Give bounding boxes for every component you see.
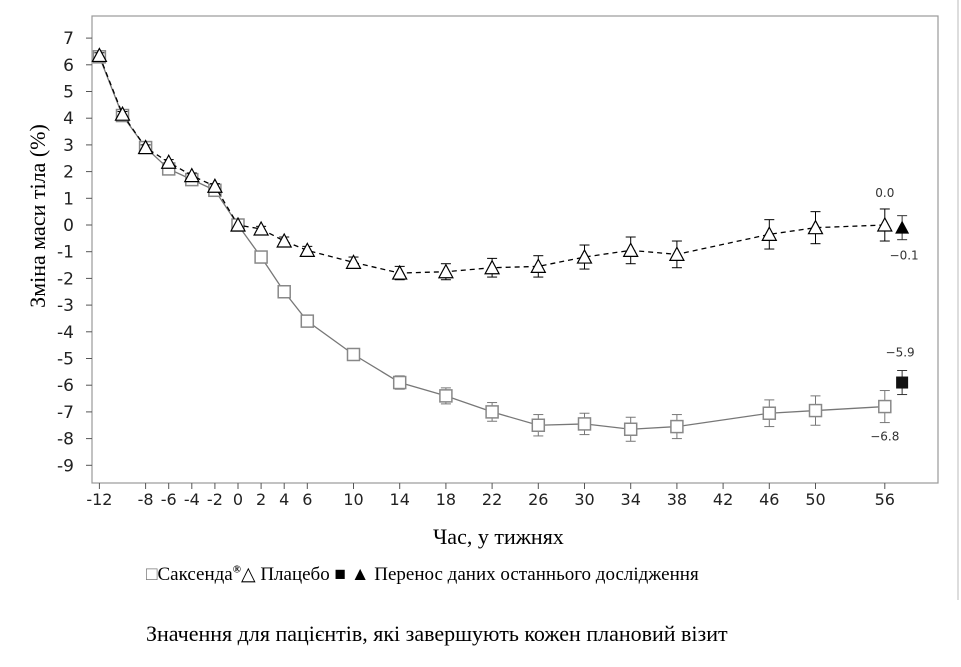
y-tick-label: -5 [57, 350, 74, 370]
x-tick-label: 14 [390, 490, 410, 509]
triangle-marker [299, 242, 316, 257]
legend-placebo: Плацебо [260, 564, 330, 585]
plot-frame [91, 15, 939, 484]
y-tick-label: -2 [57, 269, 74, 289]
x-tick-label: 34 [621, 490, 641, 509]
x-tick-label: -12 [86, 490, 112, 509]
y-tick-label: 7 [63, 29, 74, 49]
y-tick-label: 1 [63, 189, 74, 209]
x-tick-label: -6 [161, 490, 177, 509]
triangle-marker [391, 264, 408, 280]
square-marker [577, 417, 592, 431]
square-marker [670, 419, 684, 434]
triangle-marker [876, 216, 893, 232]
triangle-marker [345, 254, 362, 269]
square-marker [346, 347, 361, 362]
triangle-marker [114, 105, 131, 121]
y-tick-label: -4 [57, 323, 74, 343]
square-marker [878, 399, 892, 414]
y-tick-label: -6 [57, 376, 74, 396]
x-tick-label: 50 [805, 490, 825, 509]
series-1 [91, 47, 893, 281]
x-tick-label: 6 [302, 490, 312, 509]
x-tick-label: 38 [667, 490, 687, 509]
square-marker [439, 389, 453, 403]
x-tick-label: 4 [279, 490, 289, 509]
square-marker [300, 314, 315, 328]
square-marker [392, 375, 407, 390]
x-tick-label: 30 [574, 490, 594, 509]
legend-locf: Перенос даних останнього дослідження [374, 564, 699, 585]
triangle-marker [576, 248, 593, 264]
y-tick-label: 2 [63, 163, 74, 183]
x-tick-label: 18 [436, 490, 456, 509]
triangle-marker [276, 232, 293, 248]
x-tick-label: -4 [184, 490, 200, 509]
data-label: −0.1 [890, 249, 919, 263]
data-label: −5.9 [886, 346, 915, 360]
locf-point [896, 370, 909, 396]
legend: □Саксенда®△ Плацебо ■ ▲ Перенос даних ос… [146, 563, 699, 586]
filled-triangle-marker [895, 220, 910, 234]
y-tick-label: 3 [63, 136, 74, 156]
triangle-marker [91, 47, 108, 63]
x-tick-label: -2 [207, 490, 223, 509]
triangle-marker [437, 263, 454, 279]
y-tick-label: 0 [63, 216, 74, 236]
triangle-marker [668, 246, 685, 261]
triangle-marker [622, 242, 639, 257]
triangle-marker [183, 167, 200, 183]
triangle-marker [484, 259, 501, 275]
series-0 [92, 50, 892, 442]
registered-mark: ® [232, 563, 241, 576]
y-tick-label: -3 [57, 296, 74, 316]
filled-triangle-icon: ▲ [350, 564, 370, 585]
y-axis-label: Зміна маси тіла (%) [25, 124, 50, 308]
triangle-marker [530, 258, 547, 273]
y-tick-label: -1 [57, 243, 74, 263]
square-marker [623, 422, 638, 437]
square-marker [531, 418, 546, 432]
square-marker [485, 405, 499, 419]
triangle-marker [229, 216, 247, 232]
triangle-marker [761, 226, 778, 241]
y-tick-label: -8 [57, 430, 74, 450]
series-line [98, 55, 885, 274]
x-tick-label: 2 [256, 490, 266, 509]
triangle-marker [160, 153, 177, 169]
square-marker [808, 403, 823, 418]
x-tick-label: 22 [482, 490, 502, 509]
y-tick-label: 5 [63, 83, 74, 103]
x-tick-label: 0 [233, 490, 243, 509]
triangle-marker [807, 219, 824, 235]
filled-square-marker [896, 376, 909, 389]
square-marker [254, 250, 268, 264]
x-axis-label: Час, у тижнях [433, 524, 564, 549]
footnote: Значення для пацієнтів, які завершують к… [146, 621, 728, 646]
square-marker [277, 285, 291, 299]
filled-square-icon: ■ [334, 564, 346, 585]
x-tick-label: 56 [875, 490, 895, 509]
triangle-marker [253, 220, 270, 236]
x-tick-label: 10 [343, 490, 363, 509]
data-label: 0.0 [875, 186, 894, 200]
x-tick-label: -8 [138, 490, 154, 509]
series-line [98, 56, 885, 430]
triangle-marker [206, 178, 223, 193]
data-label: −6.8 [870, 430, 899, 444]
y-tick-label: 6 [63, 56, 74, 76]
x-tick-label: 26 [528, 490, 548, 509]
triangle-marker [137, 139, 154, 155]
square-marker [762, 406, 777, 420]
open-triangle-icon: △ [240, 564, 256, 585]
open-square-icon: □ [146, 564, 158, 585]
y-tick-label: -9 [57, 456, 74, 476]
x-tick-label: 42 [713, 490, 733, 509]
x-tick-label: 46 [759, 490, 779, 509]
y-tick-label: -7 [57, 403, 74, 423]
locf-point [895, 215, 910, 241]
y-tick-label: 4 [63, 109, 74, 129]
legend-saxenda: Саксенда [157, 564, 233, 585]
